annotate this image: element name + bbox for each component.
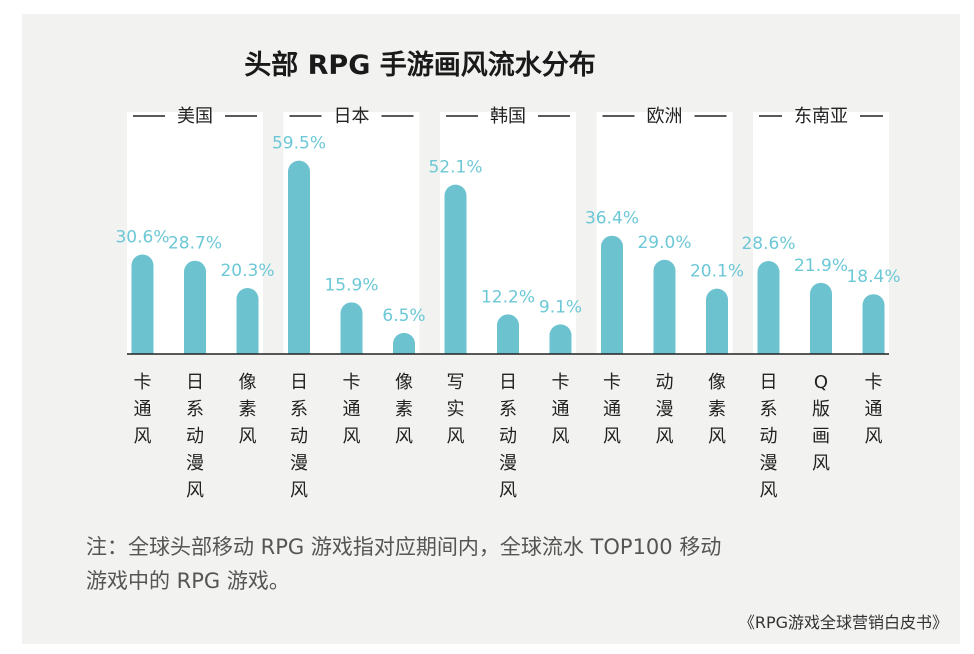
value-label: 29.0% (637, 233, 691, 253)
category-label: 卡通风 (603, 372, 621, 447)
category-label: 写实风 (447, 372, 465, 447)
bar-卡通风 (549, 324, 572, 354)
bar-日系动漫风 (497, 314, 519, 354)
value-label: 30.6% (115, 228, 169, 248)
category-label: 卡通风 (134, 372, 152, 447)
region-label: 韩国 (490, 106, 526, 127)
chart-card: 头部 RPG 手游画风流水分布 美国 30.6% 卡通风 28.7% 日系动漫风 20.3… (22, 14, 960, 644)
region-label: 东南亚 (794, 106, 848, 127)
category-label: 像素风 (239, 372, 257, 447)
region-group-4: 欧洲 36.4% 卡通风 29.0% 动漫风 20.1% 像素风 (585, 106, 744, 447)
bar-日系动漫风 (288, 160, 310, 354)
region-label: 日本 (334, 106, 370, 127)
value-label: 9.1% (539, 297, 582, 317)
bar-动漫风 (653, 259, 676, 354)
bar-卡通风 (131, 254, 154, 354)
value-label: 20.1% (690, 262, 744, 282)
note-line-1: 注：全球头部移动 RPG 游戏指对应期间内，全球流水 TOP100 移动 (86, 535, 721, 559)
category-label: 卡通风 (865, 372, 883, 447)
value-label: 15.9% (324, 275, 378, 295)
chart-title: 头部 RPG 手游画风流水分布 (244, 49, 596, 81)
bar-写实风 (444, 184, 467, 354)
bar-卡通风 (601, 235, 623, 354)
category-label: 日系动漫风 (290, 372, 308, 501)
value-label: 28.7% (168, 234, 222, 254)
bar-卡通风 (862, 294, 885, 354)
category-label: 日系动漫风 (186, 372, 204, 501)
region-group-2: 日本 59.5% 日系动漫风 15.9% 卡通风 6.5% 像素风 (272, 106, 426, 501)
bar-Q版画风 (810, 282, 832, 354)
region-group-1: 美国 30.6% 卡通风 28.7% 日系动漫风 20.3% 像素风 (115, 106, 274, 501)
bar-像素风 (236, 288, 259, 354)
note-line-2: 游戏中的 RPG 游戏。 (86, 569, 290, 593)
category-label: 像素风 (708, 372, 726, 447)
category-label: 卡通风 (552, 372, 570, 447)
value-label: 20.3% (220, 261, 274, 281)
value-label: 6.5% (382, 306, 425, 326)
source-citation: 《RPG游戏全球营销白皮书》 (739, 613, 948, 632)
bar-像素风 (706, 288, 728, 354)
region-label: 美国 (177, 106, 213, 127)
category-label: 卡通风 (343, 372, 361, 447)
category-label: 动漫风 (656, 372, 674, 447)
category-label: 日系动漫风 (760, 372, 778, 501)
value-label: 59.5% (272, 134, 326, 154)
value-label: 12.2% (481, 287, 535, 307)
chart-canvas: 头部 RPG 手游画风流水分布 美国 30.6% 卡通风 28.7% 日系动漫风 20.3… (86, 49, 948, 632)
plot-area: 美国 30.6% 卡通风 28.7% 日系动漫风 20.3% 像素风 日本 59.5% 日系动漫风… (115, 106, 900, 501)
bar-卡通风 (340, 302, 363, 354)
value-label: 36.4% (585, 209, 639, 229)
value-label: 52.1% (428, 158, 482, 178)
bar-日系动漫风 (184, 260, 206, 354)
category-label: 像素风 (395, 372, 413, 447)
value-label: 28.6% (741, 234, 795, 254)
category-label: Q 版画风 (812, 372, 830, 474)
category-label: 日系动漫风 (499, 372, 517, 501)
value-label: 21.9% (794, 256, 848, 276)
value-label: 18.4% (846, 267, 900, 287)
region-label: 欧洲 (647, 106, 683, 127)
bar-日系动漫风 (757, 261, 780, 354)
bar-像素风 (393, 332, 415, 354)
region-group-3: 韩国 52.1% 写实风 12.2% 日系动漫风 9.1% 卡通风 (428, 106, 582, 501)
region-group-5: 东南亚 28.6% 日系动漫风 21.9% Q 版画风 18.4% 卡通风 (741, 106, 900, 501)
